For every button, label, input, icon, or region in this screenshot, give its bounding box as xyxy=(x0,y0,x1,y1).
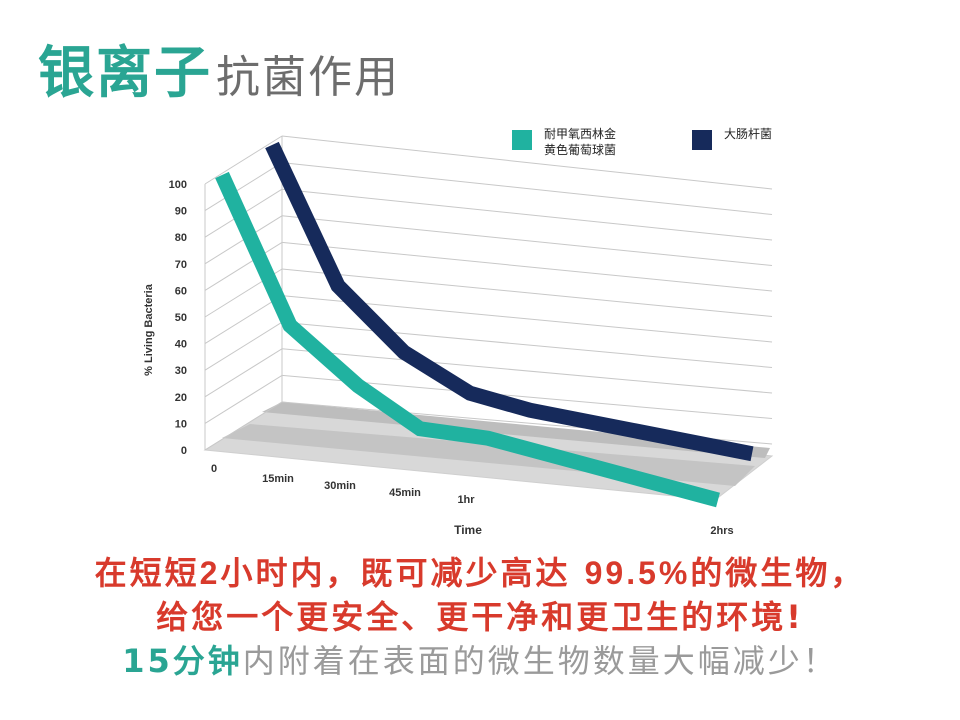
x-axis-label: Time xyxy=(454,523,482,537)
caption-1b: 2 xyxy=(199,555,221,591)
y-tick-label: 50 xyxy=(175,312,187,324)
y-tick-label: 30 xyxy=(175,365,187,377)
legend-label: 耐甲氧西林金 xyxy=(544,126,616,141)
x-tick-label: 1hr xyxy=(457,494,475,506)
x-tick-labels: 0 15min 30min 45min 1hr 2hrs xyxy=(211,463,734,537)
legend-swatch xyxy=(692,130,712,150)
chart-back-wall xyxy=(282,136,772,444)
y-tick-label: 80 xyxy=(175,232,187,244)
x-tick-label: 0 xyxy=(211,463,217,475)
y-tick-label: 100 xyxy=(169,179,187,191)
y-tick-label: 0 xyxy=(181,445,187,457)
y-tick-label: 90 xyxy=(175,206,187,218)
caption-1a: 在短短 xyxy=(94,554,200,592)
legend-swatch xyxy=(512,130,532,150)
y-tick-label: 60 xyxy=(175,285,187,297)
x-tick-label: 15min xyxy=(262,473,294,485)
y-axis-label: % Living Bacteria xyxy=(143,283,155,376)
legend-label: 黄色葡萄球菌 xyxy=(544,143,616,157)
caption-line-3: 15分钟内附着在表面的微生物数量大幅减少！ xyxy=(0,636,960,682)
caption-3-rest: 内附着在表面的微生物数量大幅减少！ xyxy=(242,642,838,680)
x-tick-label: 30min xyxy=(324,480,356,492)
caption-1d: 99.5% xyxy=(584,555,691,591)
caption-1c: 小时内，既可减少高达 xyxy=(220,554,585,592)
x-tick-label: 45min xyxy=(389,487,421,499)
y-tick-label: 40 xyxy=(175,339,187,351)
chart-series xyxy=(215,141,754,508)
y-tick-label: 10 xyxy=(175,418,187,430)
page-title: 银离子抗菌作用 xyxy=(38,28,400,108)
caption-line-2: 给您一个更安全、更干净和更卫生的环境! xyxy=(156,598,804,636)
y-tick-label: 70 xyxy=(175,259,187,271)
caption-line-1: 在短短2小时内，既可减少高达 99.5%的微生物， xyxy=(0,548,960,594)
y-tick-label: 20 xyxy=(175,392,187,404)
series-line xyxy=(265,141,754,462)
page-title-sub: 抗菌作用 xyxy=(216,52,400,103)
x-tick-label: 2hrs xyxy=(710,525,733,537)
caption-1e: 的微生物， xyxy=(690,554,866,592)
page-title-main: 银离子 xyxy=(38,41,212,106)
series-line xyxy=(215,171,720,508)
caption-3-highlight: 15分钟 xyxy=(122,642,243,680)
legend-label: 大肠杆菌 xyxy=(724,127,772,141)
